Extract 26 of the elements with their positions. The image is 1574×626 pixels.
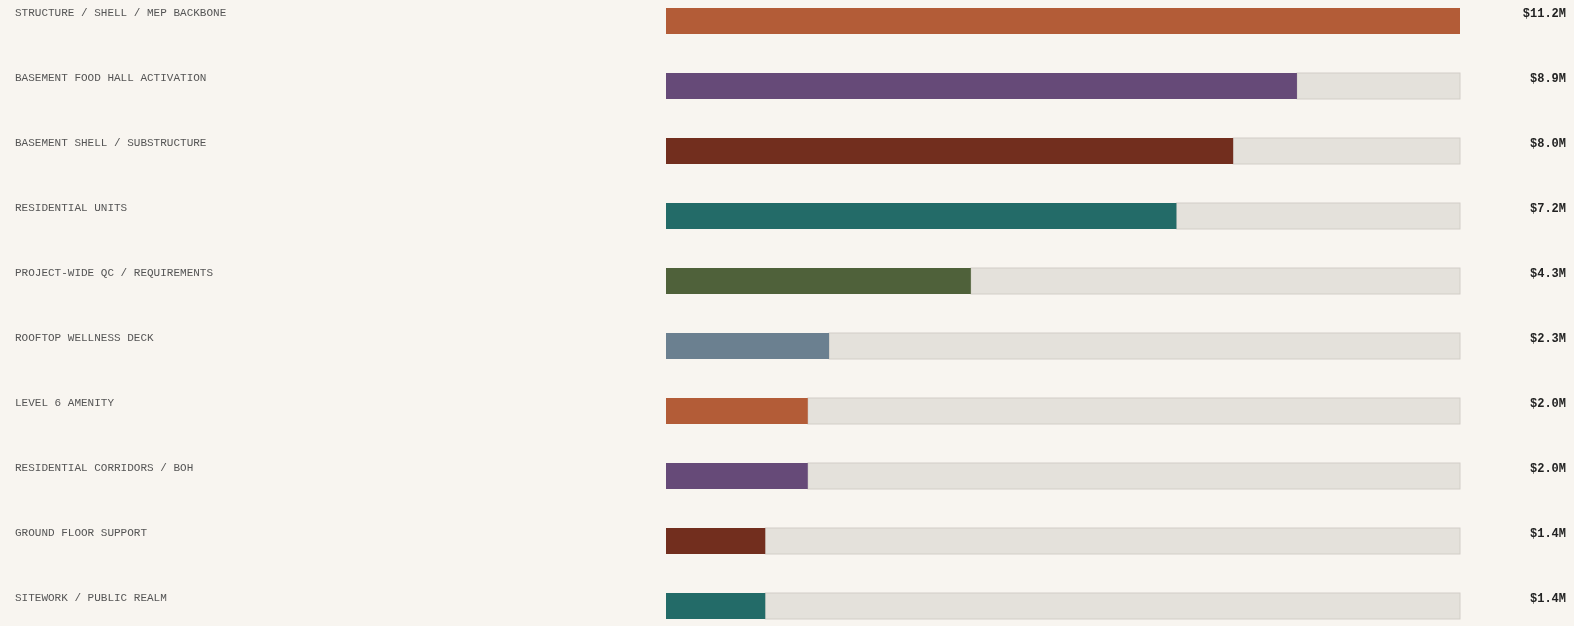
y-tick-label: SITEWORK / PUBLIC REALM [15,591,167,604]
y-tick-label: GROUND FLOOR SUPPORT [15,526,148,539]
data-label: $4.3M [1529,267,1566,282]
bar [666,333,830,359]
data-label: $2.3M [1529,332,1566,347]
data-label: $8.9M [1529,72,1566,87]
data-label: $2.0M [1529,462,1566,477]
bar [666,463,808,489]
data-label: $2.0M [1529,397,1566,412]
bar [666,528,766,554]
y-tick-label: STRUCTURE / SHELL / MEP BACKBONE [15,6,227,19]
bar [666,593,766,619]
y-tick-label: BASEMENT FOOD HALL ACTIVATION [15,71,207,84]
y-tick-label: LEVEL 6 AMENITY [15,396,115,409]
bar [666,8,1460,34]
y-tick-label: RESIDENTIAL CORRIDORS / BOH [15,461,194,474]
data-label: $8.0M [1529,137,1566,152]
y-tick-label: PROJECT-WIDE QC / REQUIREMENTS [15,266,214,279]
data-label: $1.4M [1529,592,1566,607]
y-tick-label: BASEMENT SHELL / SUBSTRUCTURE [15,136,207,149]
data-label: $1.4M [1529,527,1566,542]
data-label: $7.2M [1529,202,1566,217]
bar [666,398,808,424]
y-tick-label: ROOFTOP WELLNESS DECK [15,331,155,344]
y-tick-label: RESIDENTIAL UNITS [15,201,128,214]
data-label: $11.2M [1522,7,1566,22]
